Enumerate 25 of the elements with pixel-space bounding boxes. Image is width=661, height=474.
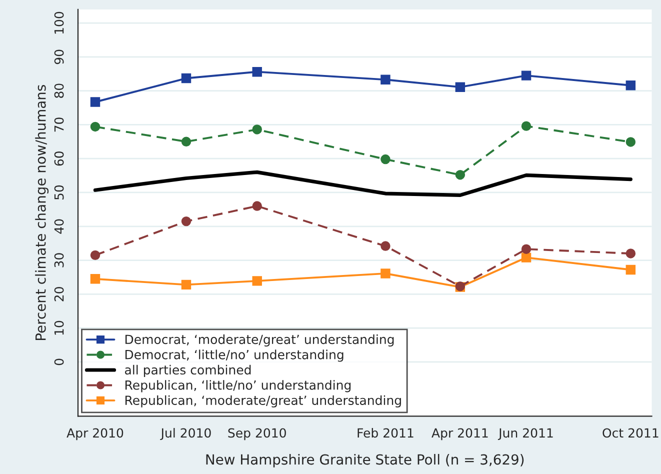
y-tick-label: 60: [54, 151, 64, 166]
y-tick-label: 20: [54, 287, 64, 302]
x-tick-label: Sep 2010: [228, 428, 286, 440]
y-tick-label: 100: [54, 12, 64, 34]
y-tick-label: 70: [54, 118, 64, 132]
legend-label: Republican, ‘moderate/great’ understanding: [125, 395, 401, 408]
y-tick-label: 30: [54, 253, 64, 268]
legend-label: Democrat, ‘little/no’ understanding: [125, 350, 344, 362]
y-tick-label: 80: [54, 84, 64, 98]
y-tick-label: 90: [54, 50, 64, 64]
x-tick-label: Jul 2010: [160, 428, 211, 440]
y-tick-label: 10: [54, 320, 64, 335]
x-tick-label: Jun 2011: [498, 428, 553, 440]
x-tick-label: Oct 2011: [602, 428, 658, 438]
y-tick-label: 50: [54, 185, 64, 200]
x-tick-label: Feb 2011: [358, 428, 414, 438]
legend-label: Democrat, ‘moderate/great’ understanding: [125, 334, 394, 347]
x-axis-title: New Hampshire Granite State Poll (n = 3,629): [206, 454, 524, 468]
y-tick-label: 0: [54, 358, 64, 366]
legend-label: all parties combined: [125, 364, 251, 377]
y-tick-label: 40: [54, 219, 64, 234]
legend-label: Republican, ‘little/no’ understanding: [125, 380, 351, 392]
x-tick-label: Apr 2011: [432, 428, 488, 440]
x-tick-label: Apr 2010: [66, 428, 124, 440]
y-axis-title: Percent climate change now/humans: [35, 84, 49, 340]
